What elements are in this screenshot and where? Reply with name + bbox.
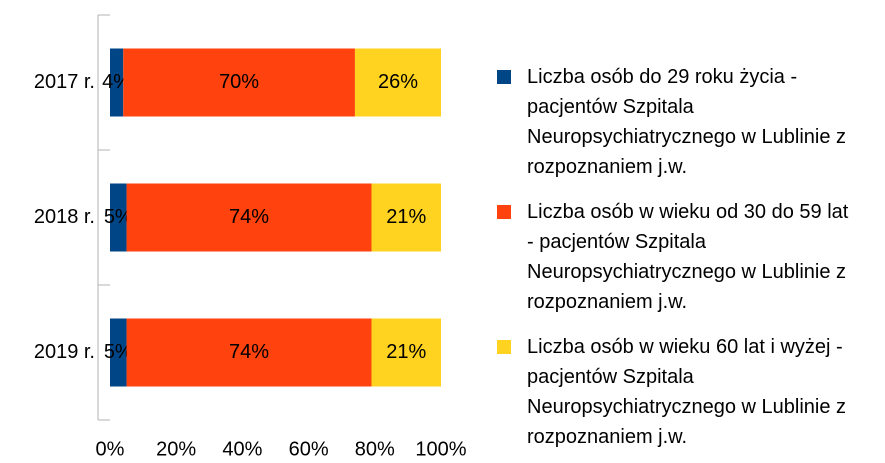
x-tick-label: 80% (355, 438, 395, 460)
bar-segment (110, 318, 127, 387)
x-tick-label: 60% (289, 438, 329, 460)
bar-segment (371, 318, 441, 387)
x-tick-label: 0% (96, 438, 125, 460)
legend-swatch (497, 205, 511, 219)
y-tick-label: 2017 r. (34, 71, 95, 93)
legend-swatch (497, 340, 511, 354)
bar-segment (126, 318, 372, 387)
legend-label: Liczba osób w wieku 60 lat i wyżej - pac… (527, 336, 847, 448)
data-label: 21% (386, 341, 426, 363)
data-label: 21% (386, 206, 426, 228)
data-label: 74% (229, 206, 269, 228)
legend-swatch (497, 70, 511, 84)
legend-entry: Liczba osób do 29 roku życia - pacjentów… (497, 62, 857, 182)
data-label: 26% (378, 71, 418, 93)
y-tick-label: 2019 r. (34, 341, 95, 363)
bar-segment (110, 183, 127, 252)
x-tick-label: 20% (156, 438, 196, 460)
y-tick-label: 2018 r. (34, 206, 95, 228)
data-label: 74% (229, 341, 269, 363)
chart: 0% 20% 40% 60% 80% 100%2017 r. 4% 70% 26%2018 r.… (34, 14, 467, 460)
bar-segment (354, 48, 441, 117)
x-tick-label: 100% (415, 438, 466, 460)
legend-label: Liczba osób do 29 roku życia - pacjentów… (527, 66, 847, 178)
data-label: 70% (219, 71, 259, 93)
bar-segment (126, 183, 372, 252)
data-label: 5% (104, 341, 133, 363)
x-tick-label: 40% (222, 438, 262, 460)
legend-label: Liczba osób w wieku od 30 do 59 lat - pa… (527, 201, 849, 313)
legend-entry: Liczba osób w wieku od 30 do 59 lat - pa… (497, 197, 857, 317)
bar-segment (123, 48, 355, 117)
legend-entry: Liczba osób w wieku 60 lat i wyżej - pac… (497, 332, 857, 452)
bar-segment (371, 183, 441, 252)
legend: Liczba osób do 29 roku życia - pacjentów… (497, 62, 857, 452)
data-label: 5% (104, 206, 133, 228)
bar-segment (110, 48, 124, 117)
